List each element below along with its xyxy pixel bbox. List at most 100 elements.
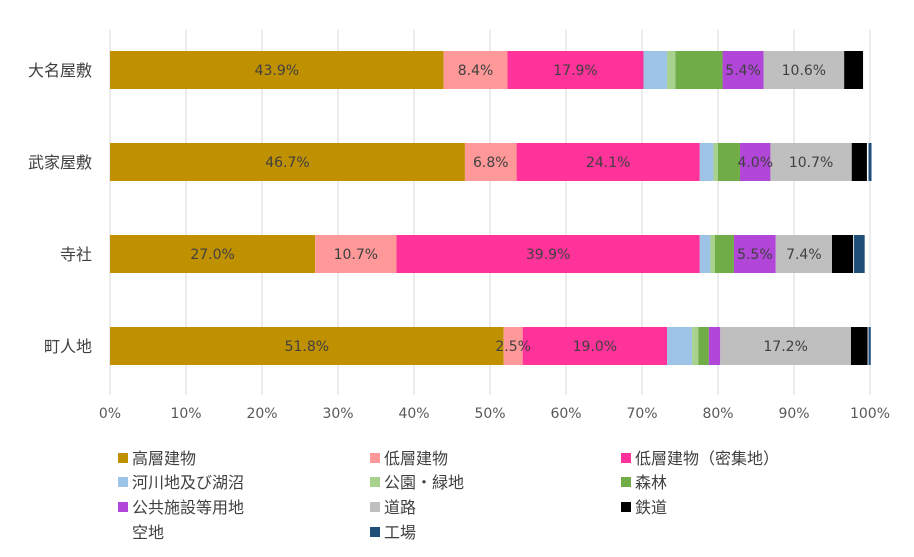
data-label: 4.0% bbox=[737, 155, 773, 171]
bar-segment bbox=[868, 327, 871, 365]
legend-item: 公園・緑地 bbox=[370, 473, 464, 492]
bar-segment bbox=[692, 327, 699, 365]
bar-segment bbox=[643, 51, 668, 89]
bar-segment bbox=[503, 327, 523, 365]
data-label: 51.8% bbox=[285, 339, 329, 355]
data-label: 19.0% bbox=[573, 339, 617, 355]
data-label: 8.4% bbox=[458, 63, 494, 79]
legend-item: 森林 bbox=[621, 473, 667, 492]
legend-item: 低層建物 bbox=[370, 449, 448, 468]
bar-segment bbox=[464, 143, 517, 181]
legend-label: 鉄道 bbox=[635, 498, 667, 517]
bar-segment bbox=[443, 51, 508, 89]
legend-swatch bbox=[118, 502, 128, 512]
data-label: 46.7% bbox=[265, 155, 309, 171]
data-label: 2.5% bbox=[495, 339, 531, 355]
legend-label: 空地 bbox=[132, 523, 164, 542]
bar-segment bbox=[667, 327, 693, 365]
bar-segment bbox=[667, 51, 676, 89]
legend-swatch bbox=[621, 477, 631, 487]
bar-segment bbox=[110, 143, 465, 181]
bars bbox=[110, 51, 872, 365]
data-label: 17.9% bbox=[553, 63, 597, 79]
data-label: 43.9% bbox=[255, 63, 299, 79]
data-label: 39.9% bbox=[526, 247, 570, 263]
bar-segment bbox=[853, 235, 855, 273]
bar-segment bbox=[708, 327, 721, 365]
bar-segment bbox=[713, 143, 718, 181]
bar-segment bbox=[718, 143, 741, 181]
bar-segment bbox=[733, 235, 776, 273]
data-label: 17.2% bbox=[763, 339, 807, 355]
data-label: 10.7% bbox=[334, 247, 378, 263]
x-tick-label: 40% bbox=[398, 406, 429, 422]
x-tick-label: 30% bbox=[322, 406, 353, 422]
legend-label: 公園・緑地 bbox=[384, 473, 464, 492]
category-label: 武家屋敷 bbox=[28, 153, 92, 172]
bar-segment bbox=[110, 51, 444, 89]
legend-label: 高層建物 bbox=[132, 449, 196, 468]
bar-segment bbox=[507, 51, 644, 89]
bar-segment bbox=[110, 235, 316, 273]
bar-segment bbox=[714, 235, 734, 273]
x-tick-label: 100% bbox=[850, 406, 890, 422]
bar-segment bbox=[675, 51, 723, 89]
x-tick-label: 90% bbox=[778, 406, 809, 422]
x-tick-label: 80% bbox=[702, 406, 733, 422]
bar-segment bbox=[851, 143, 867, 181]
legend-item: 鉄道 bbox=[621, 498, 667, 517]
bar-segment bbox=[699, 143, 714, 181]
legend-swatch bbox=[370, 477, 380, 487]
category-label: 寺社 bbox=[60, 245, 92, 264]
data-labels: 43.9% 8.4% 17.9% 5.4% 10.6% 46.7% 6.8% 24.1% 4.0… bbox=[190, 63, 833, 355]
bar-segment bbox=[396, 235, 700, 273]
value-axis: 0% 10% 20% 30% 40% 50% 60% 70% 80% 90% 100% bbox=[99, 406, 890, 422]
bar-segment bbox=[763, 51, 845, 89]
bar-segment bbox=[699, 235, 711, 273]
data-label: 5.4% bbox=[725, 63, 761, 79]
x-tick-label: 70% bbox=[626, 406, 657, 422]
legend-item: 道路 bbox=[370, 498, 416, 517]
legend-label: 河川地及び湖沼 bbox=[132, 473, 244, 492]
legend-swatch bbox=[370, 453, 380, 463]
legend-item: 空地 bbox=[132, 523, 164, 542]
legend-label: 道路 bbox=[384, 498, 416, 517]
bar-segment bbox=[867, 327, 869, 365]
bar-segment bbox=[516, 143, 700, 181]
category-label: 大名屋敷 bbox=[28, 61, 92, 80]
bar-segment bbox=[866, 143, 869, 181]
bar-segment bbox=[844, 51, 864, 89]
legend-item: 高層建物 bbox=[118, 449, 196, 468]
legend-swatch bbox=[118, 477, 128, 487]
legend-item: 低層建物（密集地） bbox=[621, 449, 779, 468]
bar-segment bbox=[710, 235, 715, 273]
category-label: 町人地 bbox=[44, 337, 92, 356]
bar-segment bbox=[770, 143, 852, 181]
bar-segment bbox=[868, 143, 872, 181]
legend-swatch bbox=[118, 453, 128, 463]
bar-segment bbox=[110, 327, 504, 365]
legend-item: 工場 bbox=[370, 523, 416, 542]
legend-label: 公共施設等用地 bbox=[132, 498, 244, 517]
bar-segment bbox=[740, 143, 771, 181]
legend-item: 公共施設等用地 bbox=[118, 498, 244, 517]
x-tick-label: 50% bbox=[474, 406, 505, 422]
data-label: 5.5% bbox=[737, 247, 773, 263]
legend-label: 森林 bbox=[635, 473, 667, 492]
bar-segment bbox=[315, 235, 397, 273]
legend-label: 低層建物 bbox=[384, 449, 448, 468]
data-label: 6.8% bbox=[473, 155, 509, 171]
bar-segment bbox=[863, 51, 864, 89]
data-label: 10.7% bbox=[789, 155, 833, 171]
bar-segment bbox=[851, 327, 868, 365]
data-label: 27.0% bbox=[190, 247, 234, 263]
bar-segment bbox=[832, 235, 854, 273]
x-tick-label: 60% bbox=[550, 406, 581, 422]
bar-segment bbox=[522, 327, 668, 365]
bar-segment bbox=[854, 235, 865, 273]
legend-label: 低層建物（密集地） bbox=[635, 449, 779, 468]
bar-segment bbox=[775, 235, 832, 273]
